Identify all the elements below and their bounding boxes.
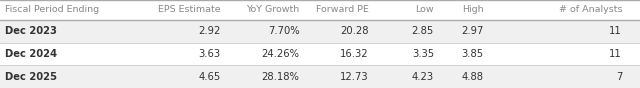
Text: 2.97: 2.97 <box>461 26 484 36</box>
Bar <box>0 0 640 20</box>
Text: Fiscal Period Ending: Fiscal Period Ending <box>5 5 99 15</box>
Text: YoY Growth: YoY Growth <box>246 5 300 15</box>
Text: 2.85: 2.85 <box>412 26 434 36</box>
Text: 16.32: 16.32 <box>340 49 369 59</box>
Text: Forward PE: Forward PE <box>316 5 369 15</box>
Text: 3.85: 3.85 <box>461 49 484 59</box>
Text: Low: Low <box>415 5 434 15</box>
Text: 12.73: 12.73 <box>340 72 369 82</box>
Text: 2.92: 2.92 <box>198 26 221 36</box>
Bar <box>0 65 640 88</box>
Text: 28.18%: 28.18% <box>262 72 300 82</box>
Text: 4.88: 4.88 <box>462 72 484 82</box>
Text: 7: 7 <box>616 72 622 82</box>
Text: 11: 11 <box>609 26 622 36</box>
Text: 4.65: 4.65 <box>198 72 221 82</box>
Text: 11: 11 <box>609 49 622 59</box>
Text: Dec 2025: Dec 2025 <box>5 72 57 82</box>
Text: 20.28: 20.28 <box>340 26 369 36</box>
Text: # of Analysts: # of Analysts <box>559 5 622 15</box>
Bar <box>0 43 640 65</box>
Text: 4.23: 4.23 <box>412 72 434 82</box>
Bar <box>0 20 640 43</box>
Text: 24.26%: 24.26% <box>262 49 300 59</box>
Text: Dec 2023: Dec 2023 <box>5 26 57 36</box>
Text: 3.63: 3.63 <box>198 49 221 59</box>
Text: EPS Estimate: EPS Estimate <box>158 5 221 15</box>
Text: 3.35: 3.35 <box>412 49 434 59</box>
Text: Dec 2024: Dec 2024 <box>5 49 57 59</box>
Text: 7.70%: 7.70% <box>268 26 300 36</box>
Text: High: High <box>462 5 484 15</box>
